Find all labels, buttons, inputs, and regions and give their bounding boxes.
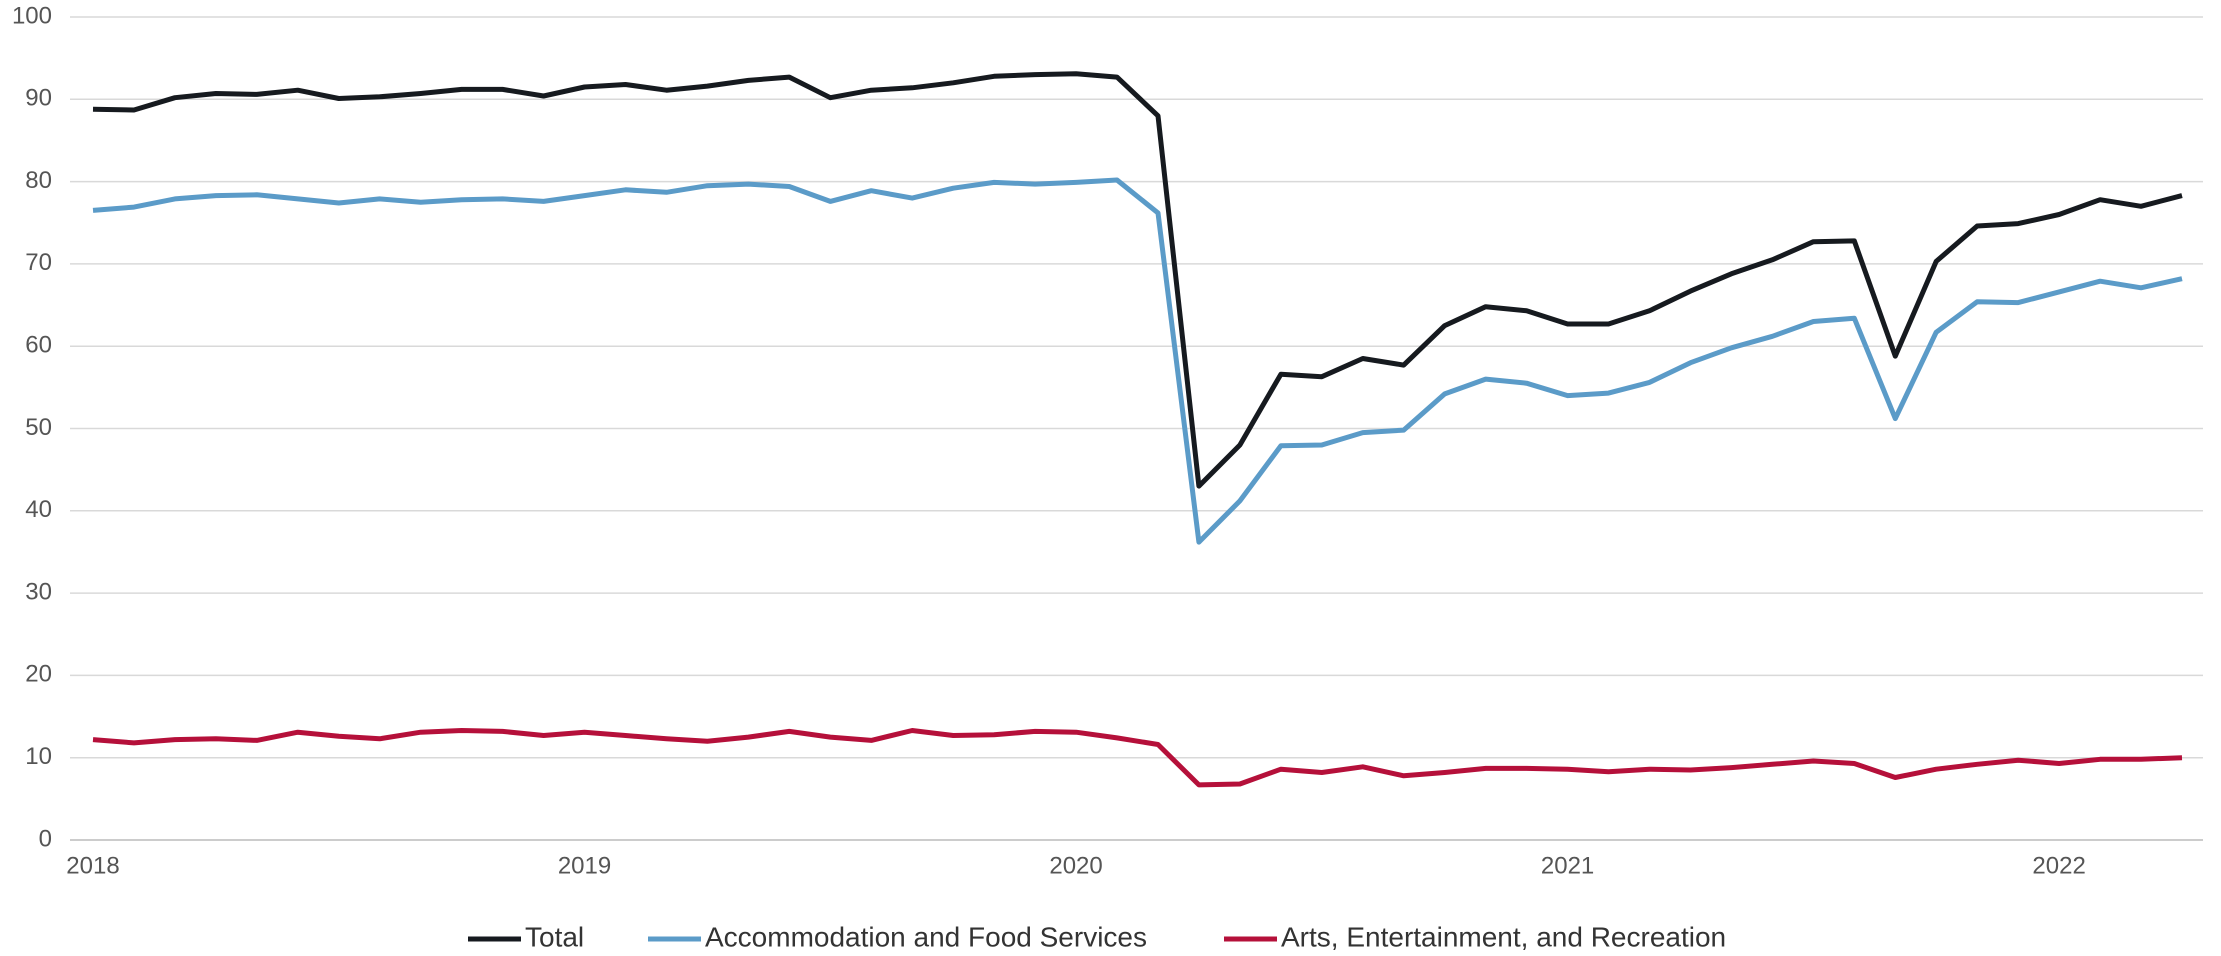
x-tick-label: 2019	[558, 852, 611, 879]
y-tick-label: 90	[25, 85, 52, 112]
x-tick-label: 2021	[1541, 852, 1594, 879]
legend-label: Arts, Entertainment, and Recreation	[1281, 921, 1726, 952]
legend-label: Total	[525, 921, 584, 952]
x-tick-label: 2022	[2032, 852, 2085, 879]
y-tick-label: 20	[25, 661, 52, 688]
y-tick-label: 10	[25, 743, 52, 770]
series-line	[92, 728, 2183, 788]
y-tick-label: 0	[39, 825, 52, 852]
y-tick-label: 80	[25, 167, 52, 194]
x-tick-label: 2020	[1049, 852, 1102, 879]
y-tick-label: 40	[25, 496, 52, 523]
y-tick-label: 50	[25, 414, 52, 441]
y-tick-label: 100	[12, 2, 52, 29]
y-tick-label: 60	[25, 332, 52, 359]
y-tick-label: 70	[25, 249, 52, 276]
series-line	[92, 177, 2183, 545]
legend-label: Accommodation and Food Services	[705, 921, 1147, 952]
y-tick-label: 30	[25, 578, 52, 605]
series-line	[92, 71, 2183, 489]
legend: Total Accommodation and Food Services Arts…	[468, 921, 1726, 952]
x-tick-label: 2018	[66, 852, 119, 879]
